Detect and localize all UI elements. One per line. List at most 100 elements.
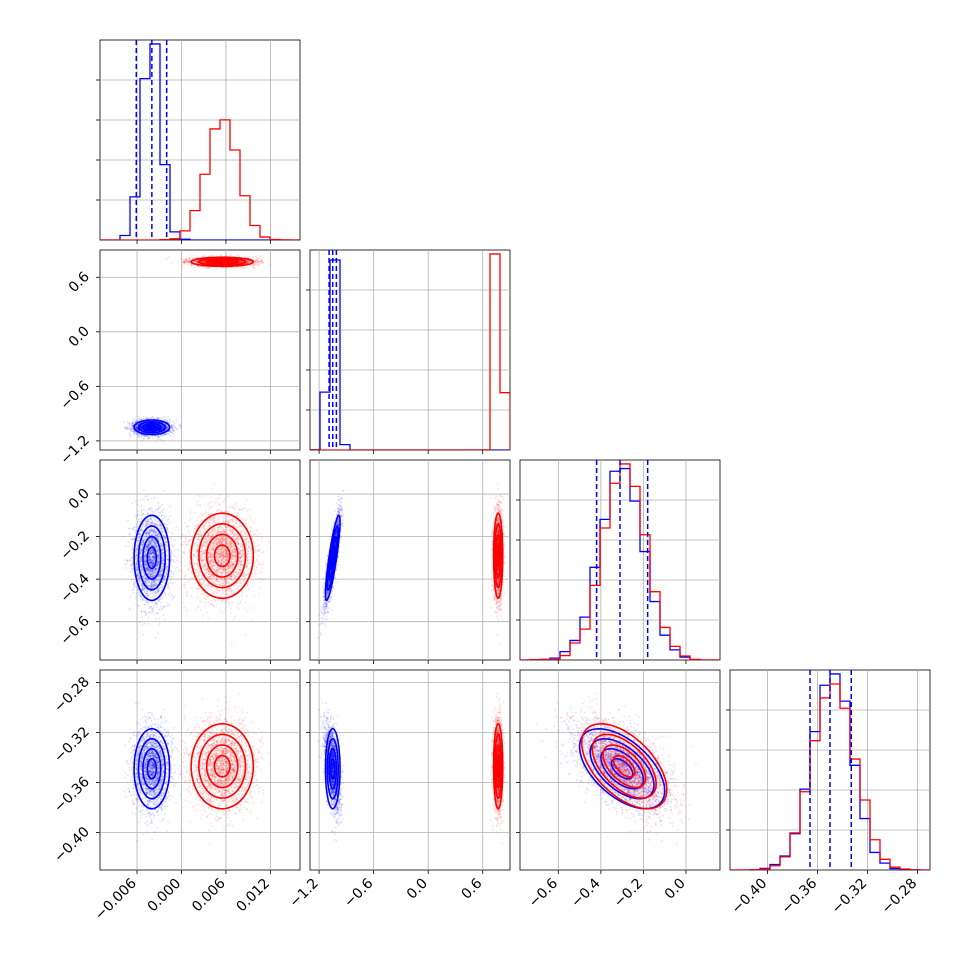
sample-point [156, 417, 159, 420]
sample-point [135, 427, 137, 429]
sample-point [237, 255, 240, 258]
sample-point [140, 427, 143, 429]
sample-point [196, 260, 199, 263]
sample-point [202, 261, 205, 264]
sample-point [177, 260, 180, 263]
sample-point [135, 427, 138, 430]
sample-point [184, 259, 187, 261]
sample-point [255, 260, 258, 263]
sample-point [167, 420, 170, 423]
sample-point [204, 260, 207, 262]
sample-point [249, 261, 252, 263]
sample-point [131, 429, 134, 432]
sample-point [188, 261, 191, 264]
sample-point [203, 260, 206, 263]
sample-point [132, 418, 135, 421]
sample-point [191, 257, 194, 260]
sample-point [139, 427, 142, 429]
sample-point [140, 435, 143, 438]
sample-point [135, 426, 138, 428]
sample-point [166, 425, 169, 428]
sample-point [142, 417, 145, 420]
sample-point [135, 425, 137, 428]
sample-point [169, 430, 171, 433]
sample-point [258, 264, 260, 266]
sample-point [186, 260, 188, 263]
sample-point [140, 427, 142, 429]
sample-point [203, 260, 206, 263]
sample-point [150, 417, 153, 419]
sample-point [254, 261, 257, 264]
sample-point [164, 423, 167, 426]
sample-point [153, 417, 155, 420]
sample-point [239, 261, 241, 264]
sample-point [134, 420, 137, 423]
sample-point [161, 426, 164, 429]
sample-point [236, 266, 239, 269]
sample-point [173, 429, 176, 432]
sample-point [162, 426, 165, 428]
sample-point [171, 427, 174, 429]
sample-point [196, 260, 199, 263]
sample-point [135, 427, 138, 429]
sample-point [147, 417, 149, 420]
sample-point [157, 426, 160, 429]
sample-point [140, 427, 142, 429]
sample-point [161, 428, 164, 430]
sample-point [185, 259, 188, 262]
sample-point [147, 435, 150, 437]
sample-point [262, 256, 265, 259]
sample-point [242, 260, 244, 263]
sample-point [171, 427, 174, 429]
sample-point [186, 260, 188, 262]
sample-point [148, 426, 151, 428]
sample-point [132, 430, 135, 432]
sample-point [137, 435, 140, 438]
sample-point [170, 425, 173, 428]
sample-point [149, 426, 151, 429]
sample-point [183, 260, 186, 263]
sample-point [179, 424, 182, 427]
sample-point [160, 434, 163, 436]
sample-point [134, 417, 137, 420]
sample-point [139, 427, 142, 429]
sample-point [238, 261, 241, 264]
sample-point [166, 426, 169, 429]
sample-point [132, 423, 135, 425]
sample-point [246, 261, 249, 263]
sample-point [161, 427, 164, 430]
sample-point [125, 427, 127, 429]
sample-point [234, 267, 236, 270]
sample-point [139, 417, 141, 420]
contour-level-0 [146, 424, 158, 430]
sample-point [140, 427, 143, 430]
sample-point [199, 265, 202, 268]
sample-point [230, 261, 233, 264]
sample-point [261, 261, 264, 264]
sample-point [158, 426, 160, 429]
sample-point [171, 429, 174, 432]
sample-point [183, 262, 186, 265]
sample-point [151, 426, 154, 428]
sample-point [157, 427, 160, 430]
sample-point [188, 257, 191, 259]
sample-point [151, 426, 154, 429]
sample-point [140, 427, 143, 430]
sample-point [156, 416, 159, 419]
sample-point [163, 419, 166, 421]
sample-point [253, 266, 256, 269]
sample-point [181, 263, 184, 266]
sample-point [207, 267, 210, 269]
sample-point [209, 261, 212, 263]
sample-point [232, 260, 235, 263]
sample-point [126, 425, 129, 428]
hist-series-1 [520, 463, 720, 660]
sample-point [159, 417, 162, 420]
sample-point [242, 267, 245, 270]
sample-point [141, 418, 144, 421]
sample-point [150, 426, 153, 428]
sample-point [157, 427, 159, 429]
sample-point [183, 261, 186, 264]
sample-point [219, 254, 222, 257]
sample-point [173, 432, 176, 435]
